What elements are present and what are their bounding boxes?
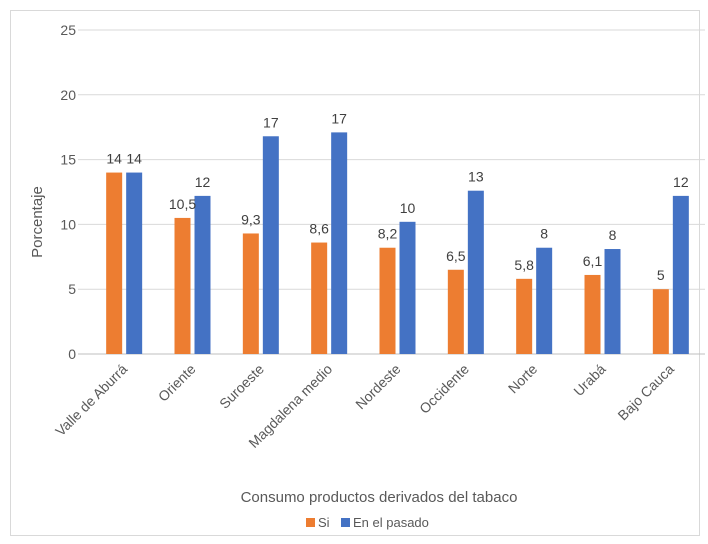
bar-si [379,247,396,354]
bar-en-el-pasado [672,195,689,354]
bar-en-el-pasado [262,136,279,354]
data-label: 10 [400,200,416,216]
x-tick-label: Occidente [416,361,472,417]
bar-en-el-pasado [467,190,484,354]
data-label: 6,5 [446,248,466,264]
y-axis-label: Porcentaje [29,186,46,258]
legend-label: En el pasado [353,515,429,530]
data-label: 14 [106,151,122,167]
x-tick-label: Oriente [155,361,199,405]
legend-label: Si [318,515,330,530]
bar-si [174,217,191,354]
bar-si [106,172,123,354]
bars [106,132,689,354]
data-label: 9,3 [241,211,261,227]
y-tick-label: 20 [60,87,76,103]
x-tick-label: Nordeste [352,361,404,413]
x-tick-label: Suroeste [216,361,267,412]
bar-en-el-pasado [126,172,143,354]
bar-si [584,274,601,354]
data-label: 5,8 [514,257,534,273]
bar-en-el-pasado [604,249,621,354]
bar-si [652,289,669,354]
y-tick-label: 0 [68,346,76,362]
chart-frame [10,10,700,536]
y-axis-ticks: 0 5 10 15 20 25 [60,22,76,362]
legend-swatch [341,518,350,527]
bar-en-el-pasado [331,132,348,354]
data-label: 10,5 [169,196,196,212]
x-tick-label: Urabá [570,361,608,399]
x-tick-label: Norte [505,361,541,397]
data-label: 17 [263,114,279,130]
y-tick-label: 5 [68,281,76,297]
x-tick-label: Bajo Cauca [614,361,677,424]
data-label: 14 [126,151,142,167]
legend-swatch [306,518,315,527]
x-axis-ticks: Valle de Aburrá Oriente SuroesteMagdalena … [52,361,677,451]
data-label: 5 [657,267,665,283]
legend: Si En el pasado [306,515,429,530]
data-label: 12 [195,174,211,190]
data-label: 8,2 [378,226,398,242]
y-tick-label: 25 [60,22,76,38]
bar-en-el-pasado [399,221,416,354]
bar-si [447,269,464,354]
x-tick-label: Valle de Aburrá [52,361,130,439]
data-label: 8,6 [309,221,329,237]
data-label: 8 [609,227,617,243]
bar-en-el-pasado [194,195,211,354]
bar-si [516,278,533,354]
bar-en-el-pasado [536,247,553,354]
data-label: 12 [673,174,689,190]
data-labels: 14 14 10,5 12 9,3 17 8,6 17 8,210 6,5 13 5,8 8 6,1 8 5 1… [106,110,688,283]
data-label: 13 [468,169,484,185]
data-label: 6,1 [583,253,603,269]
data-label: 8 [540,226,548,242]
y-tick-label: 15 [60,152,76,168]
data-label: 17 [331,110,347,126]
bar-si [311,242,328,354]
x-axis-label: Consumo productos derivados del tabaco [241,489,518,506]
y-tick-label: 10 [60,216,76,232]
bar-si [242,233,259,354]
